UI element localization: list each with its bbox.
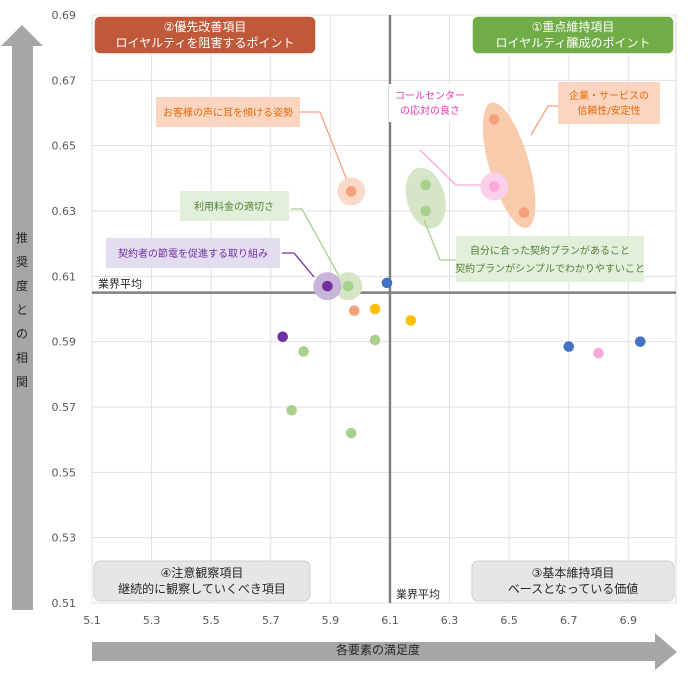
data-points [277,114,646,439]
annotation-power-saving: 契約者の節電を促進する取り組み [106,238,280,268]
y-tick-label: 0.59 [52,336,77,349]
data-point [488,181,500,192]
annotation-leader-lines [282,105,558,279]
leader-line-reliability [530,105,558,136]
q4-title: ④注意観察項目 [161,565,244,580]
leader-line-plans [423,219,456,261]
y-tick-label: 0.51 [52,597,77,610]
data-point [277,331,288,343]
data-point [345,186,357,197]
x-tick-label: 5.9 [322,614,340,627]
quadrant-label-q2: ②優先改善項目 ロイヤルティを阻害するポイント [93,15,317,55]
annotation-callcenter-line1: コールセンター [395,90,465,102]
y-axis-arrow [1,25,43,610]
y-tick-label: 0.63 [52,205,77,218]
annotation-listening: お客様の声に耳を傾ける姿勢 [156,97,300,127]
data-point [298,346,309,357]
x-tick-label: 6.1 [381,614,399,627]
annotation-reliability-line2: 信頼性/安定性 [577,104,640,117]
data-point [420,179,432,191]
data-point [369,334,381,346]
x-tick-label: 5.5 [202,614,220,627]
annotation-callcenter-line2: の応対の良さ [400,104,460,117]
x-tick-label: 5.7 [262,614,280,627]
data-point [405,315,417,326]
y-tick-label: 0.57 [52,401,77,414]
q3-subtitle: ベースとなっている価値 [508,581,638,596]
y-axis-title-char: 推 [16,231,28,245]
y-axis-title-char: 奨 [16,255,28,269]
x-tick-label: 6.9 [620,614,638,627]
annotation-listening-text: お客様の声に耳を傾ける姿勢 [163,106,293,119]
y-axis-title-char: 関 [16,375,28,389]
quadrant-label-q4: ④注意観察項目 継続的に観察していくべき項目 [93,560,311,602]
data-point [563,341,575,352]
y-tick-label: 0.65 [52,140,77,153]
annotation-reliability-line1: 企業・サービスの [569,89,649,102]
data-point [342,280,354,292]
annotation-plans-line2: 契約プランがシンプルでわかりやすいこと [455,262,645,275]
q1-subtitle: ロイヤルティ醸成のポイント [496,36,651,50]
leader-line-callcenter [419,149,484,186]
data-point [286,404,297,416]
q3-title: ③基本維持項目 [532,565,615,580]
quadrant-label-q1: ①重点維持項目 ロイヤルティ醸成のポイント [471,15,675,55]
data-point [488,114,500,125]
highlight-ellipses [405,102,536,229]
q1-title: ①重点維持項目 [532,19,615,34]
industry-average-y-label: 業界平均 [98,278,142,291]
leader-line-listening [300,111,349,184]
annotation-reliability: 企業・サービスの 信頼性/安定性 [558,82,660,124]
y-tick-label: 0.69 [52,9,77,22]
annotation-fee: 利用料金の適切さ [180,191,289,221]
y-axis-title-char: の [16,327,28,341]
data-point [420,205,432,217]
y-tick-label: 0.55 [52,466,77,479]
annotation-power-saving-text: 契約者の節電を促進する取り組み [118,247,268,260]
data-point [634,336,646,347]
data-point [348,305,360,316]
y-tick-label: 0.53 [52,532,77,545]
highlight-ellipse [482,102,536,228]
x-tick-label: 6.3 [441,614,459,627]
y-tick-label: 0.67 [52,74,77,87]
x-tick-label: 5.3 [143,614,161,627]
data-point [518,207,530,218]
x-tick-label: 6.5 [500,614,518,627]
y-tick-label: 0.61 [52,270,77,283]
industry-average-x-label: 業界平均 [396,588,440,601]
highlight-ellipse [405,167,446,229]
x-axis-arrow [92,633,677,670]
x-axis-title: 各要素の満足度 [336,642,420,657]
x-axis-ticks: 5.1 5.3 5.5 5.7 5.9 6.1 6.3 6.5 6.7 6.9 [83,614,637,627]
leader-line-fee [291,208,341,279]
x-tick-label: 5.1 [83,614,101,627]
q2-title: ②優先改善項目 [164,19,247,34]
data-point [593,347,604,359]
data-point [322,280,333,292]
data-point [381,277,393,289]
annotation-plans: 自分に合った契約プランがあること 契約プランがシンプルでわかりやすいこと [455,236,645,282]
y-axis-title-char: と [16,303,28,317]
annotation-plans-line1: 自分に合った契約プランがあること [470,244,630,257]
annotation-fee-text: 利用料金の適切さ [194,200,274,213]
x-tick-label: 6.7 [560,614,578,627]
quadrant-label-q3: ③基本維持項目 ベースとなっている価値 [471,560,675,602]
y-axis-title-char: 相 [16,351,28,365]
q4-subtitle: 継続的に観察していくべき項目 [118,581,286,596]
data-point [369,303,381,315]
leader-line-power-saving [282,252,315,278]
data-point [345,427,357,439]
q2-subtitle: ロイヤルティを阻害するポイント [116,35,295,50]
y-axis-ticks: 0.51 0.53 0.55 0.57 0.59 0.61 0.63 0.65 0.67 0.69 [52,9,77,610]
annotation-callcenter: コールセンター の応対の良さ [389,84,471,122]
y-axis-title: 推奨度との相関 [16,231,28,389]
y-axis-title-char: 度 [16,278,28,293]
